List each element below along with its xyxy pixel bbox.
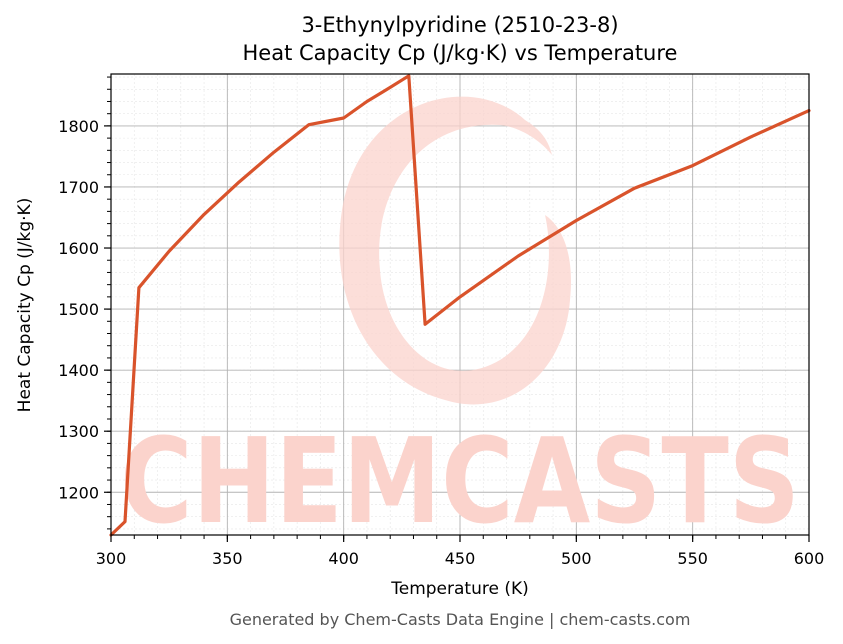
x-tick-label: 450 <box>445 549 476 568</box>
x-tick-label: 350 <box>212 549 243 568</box>
series-line <box>109 74 811 537</box>
y-tick-label: 1500 <box>58 300 99 319</box>
x-tick-label: 550 <box>677 549 708 568</box>
y-tick-label: 1800 <box>58 117 99 136</box>
watermark-swirl-icon <box>339 96 571 405</box>
y-axis-label: Heat Capacity Cp (J/kg·K) <box>15 198 35 413</box>
watermark-text: CHEMCASTS <box>120 412 800 550</box>
y-tick-label: 1400 <box>58 361 99 380</box>
x-axis-tick-labels: 300 350 400 450 500 550 600 <box>96 549 825 568</box>
x-axis-label: Temperature (K) <box>390 579 529 599</box>
chemcasts-watermark: CHEMCASTS <box>120 96 800 550</box>
y-axis-ticks <box>104 76 111 530</box>
x-tick-label: 500 <box>561 549 592 568</box>
x-tick-label: 600 <box>794 549 825 568</box>
y-tick-label: 1300 <box>58 422 99 441</box>
y-axis-tick-labels: 1200 1300 1400 1500 1600 1700 1800 <box>58 117 99 502</box>
footer-credit: Generated by Chem-Casts Data Engine | ch… <box>230 610 691 629</box>
chart-title: 3-Ethynylpyridine (2510-23-8) <box>301 13 618 37</box>
x-tick-label: 300 <box>96 549 127 568</box>
x-tick-label: 400 <box>328 549 359 568</box>
chart-subtitle: Heat Capacity Cp (J/kg·K) vs Temperature <box>243 41 678 65</box>
y-tick-label: 1600 <box>58 239 99 258</box>
y-tick-label: 1700 <box>58 178 99 197</box>
y-tick-label: 1200 <box>58 483 99 502</box>
x-axis-ticks <box>110 535 810 542</box>
